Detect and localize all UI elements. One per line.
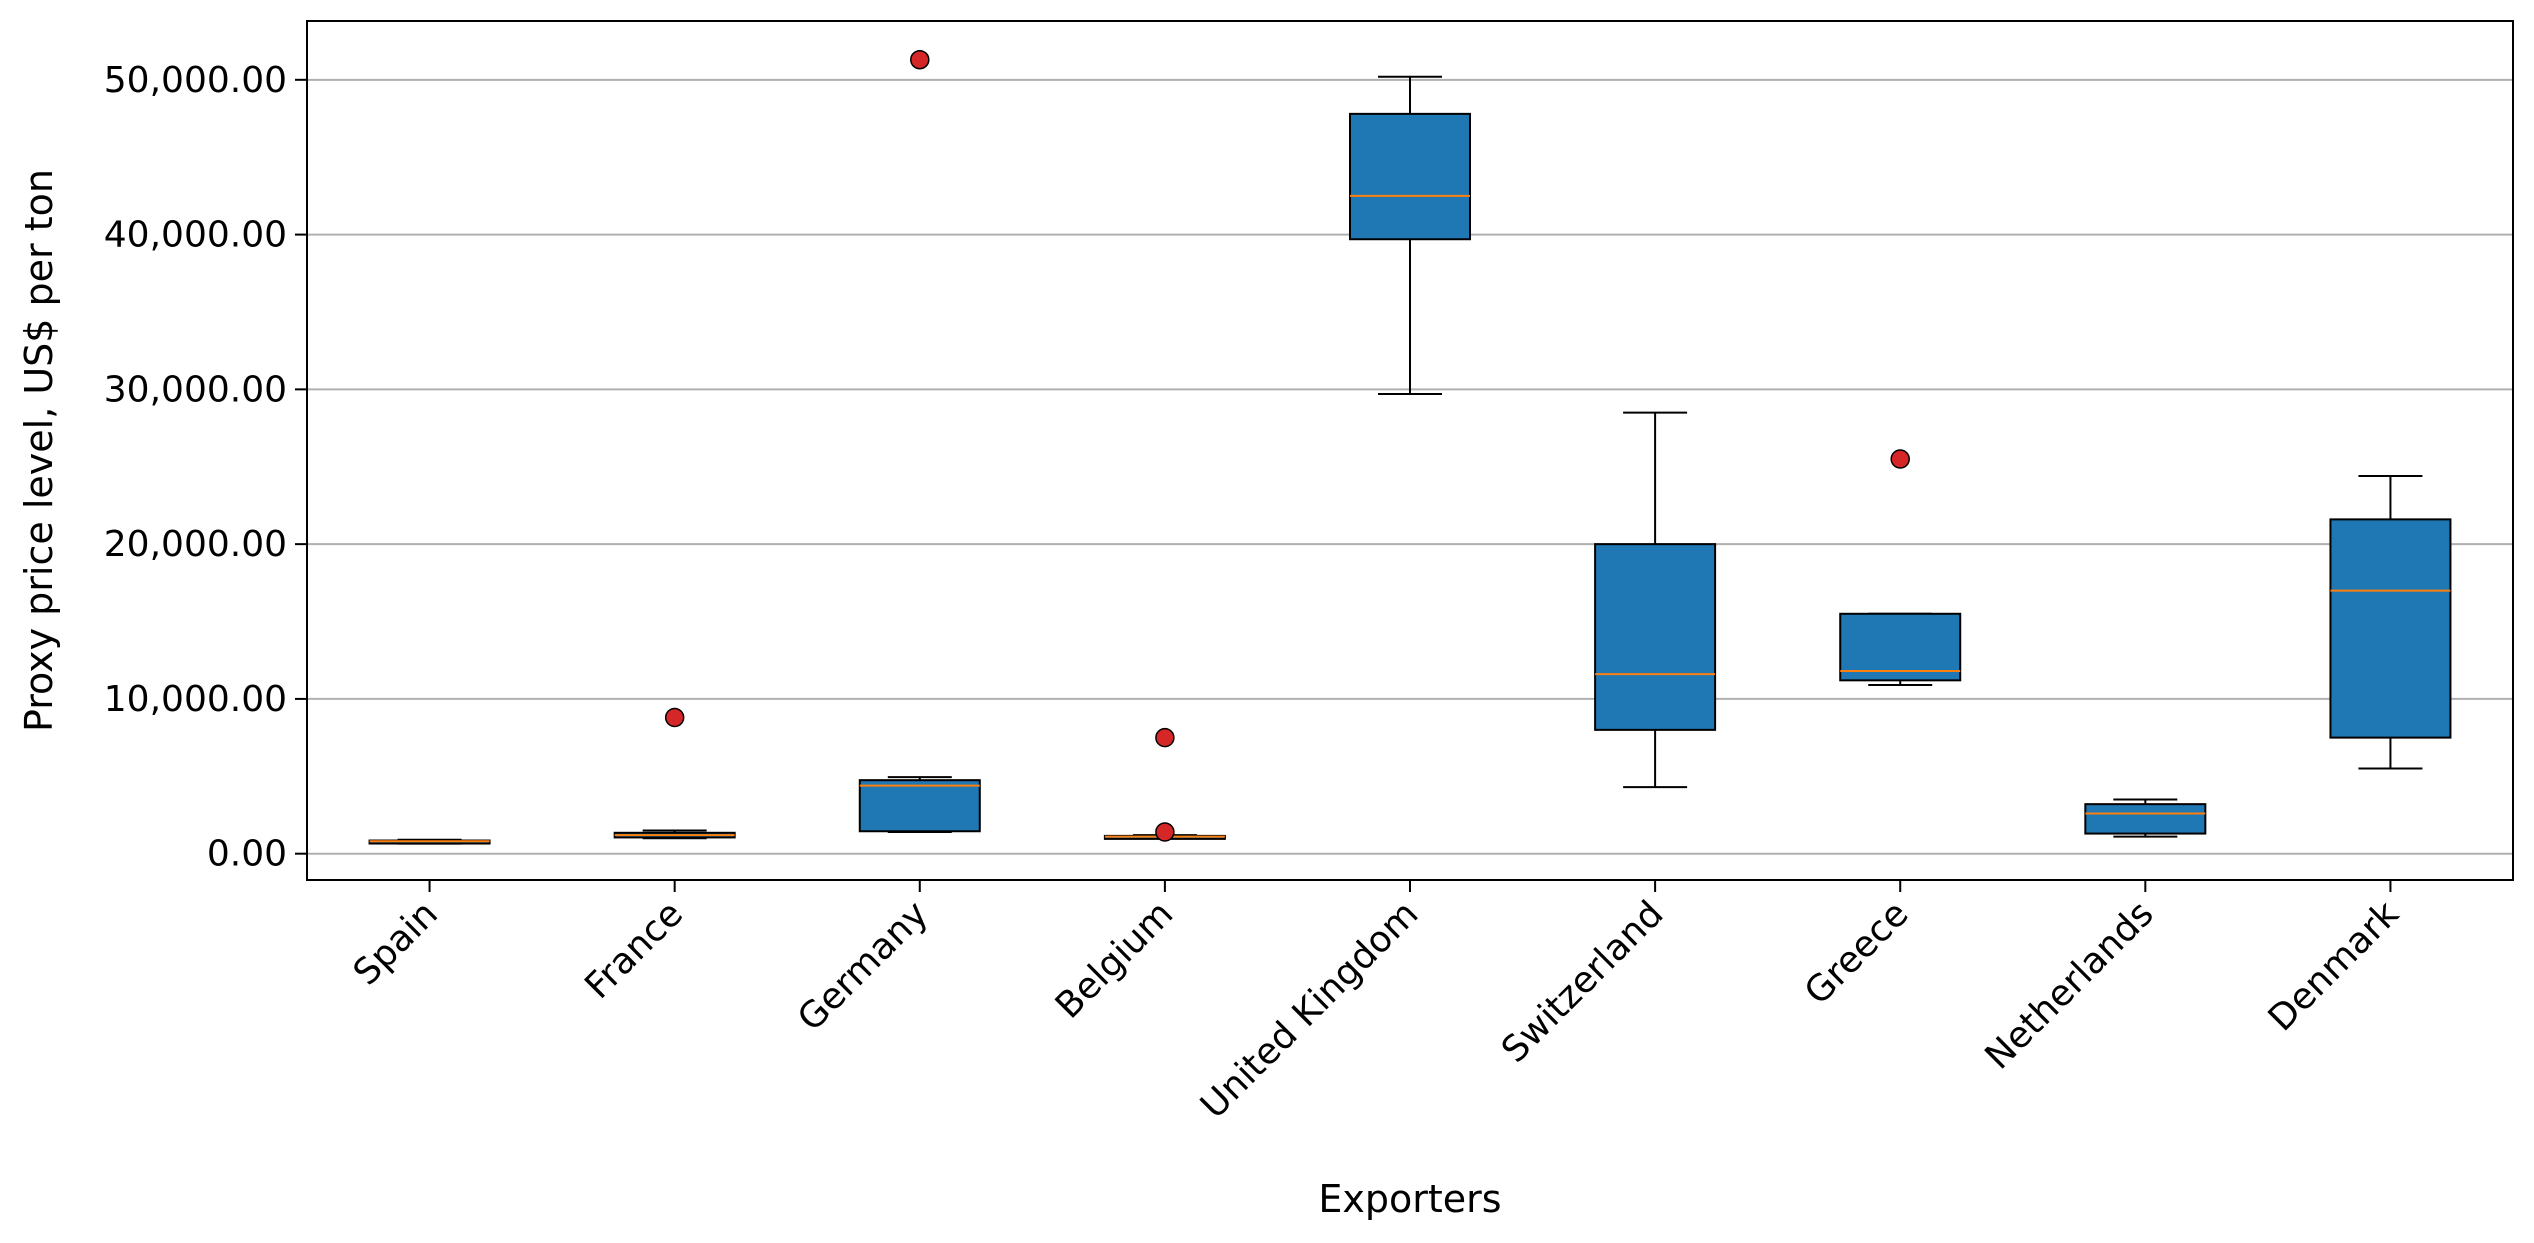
x-tick-label: Denmark: [2261, 893, 2407, 1039]
outlier-point: [910, 49, 930, 70]
y-tick-label: 20,000.00: [104, 524, 287, 565]
outlier-point: [664, 707, 685, 728]
box-iqr: [2084, 803, 2207, 835]
x-tick-label: Germany: [790, 893, 936, 1039]
y-tick-label: 10,000.00: [104, 679, 287, 720]
y-axis-ticks: 0.00 10,000.00 20,000.00 30,000.00 40,000.00…: [104, 60, 307, 875]
x-tick-label: United Kingdom: [1193, 893, 1426, 1126]
x-axis-ticks: Spain France Germany Belgium United Kingdom S…: [346, 880, 2407, 1127]
x-tick-label: Spain: [346, 893, 446, 993]
y-tick-label: 0.00: [207, 834, 287, 875]
outlier-point: [1890, 449, 1910, 469]
box-denmark: [2329, 475, 2452, 770]
box-iqr: [2329, 518, 2452, 739]
x-tick-label: Netherlands: [1978, 893, 2162, 1077]
x-tick-label: Switzerland: [1494, 893, 1671, 1070]
box-iqr: [1839, 612, 1962, 682]
box-spain: [368, 838, 491, 845]
x-tick-label: France: [577, 893, 691, 1007]
box-germany: [858, 49, 981, 834]
outlier-point: [1155, 822, 1175, 842]
box-switzerland: [1594, 411, 1717, 789]
x-axis-title: Exporters: [1318, 1177, 1501, 1221]
y-tick-label: 30,000.00: [104, 369, 287, 410]
box-united-kingdom: [1349, 75, 1471, 396]
y-tick-label: 40,000.00: [104, 215, 287, 256]
box-greece: [1839, 449, 1962, 686]
box-france: [613, 707, 736, 840]
boxes: [368, 49, 2452, 845]
y-axis-title: Proxy price level, US$ per ton: [17, 169, 61, 732]
y-tick-label: 50,000.00: [104, 60, 287, 101]
box-netherlands: [2084, 798, 2207, 838]
outlier-point: [1155, 727, 1175, 748]
x-tick-label: Belgium: [1048, 893, 1181, 1026]
box-iqr: [1349, 112, 1471, 241]
box-iqr: [858, 779, 981, 833]
box-iqr: [1594, 543, 1717, 731]
box-belgium: [1103, 727, 1226, 842]
x-tick-label: Greece: [1797, 893, 1917, 1013]
